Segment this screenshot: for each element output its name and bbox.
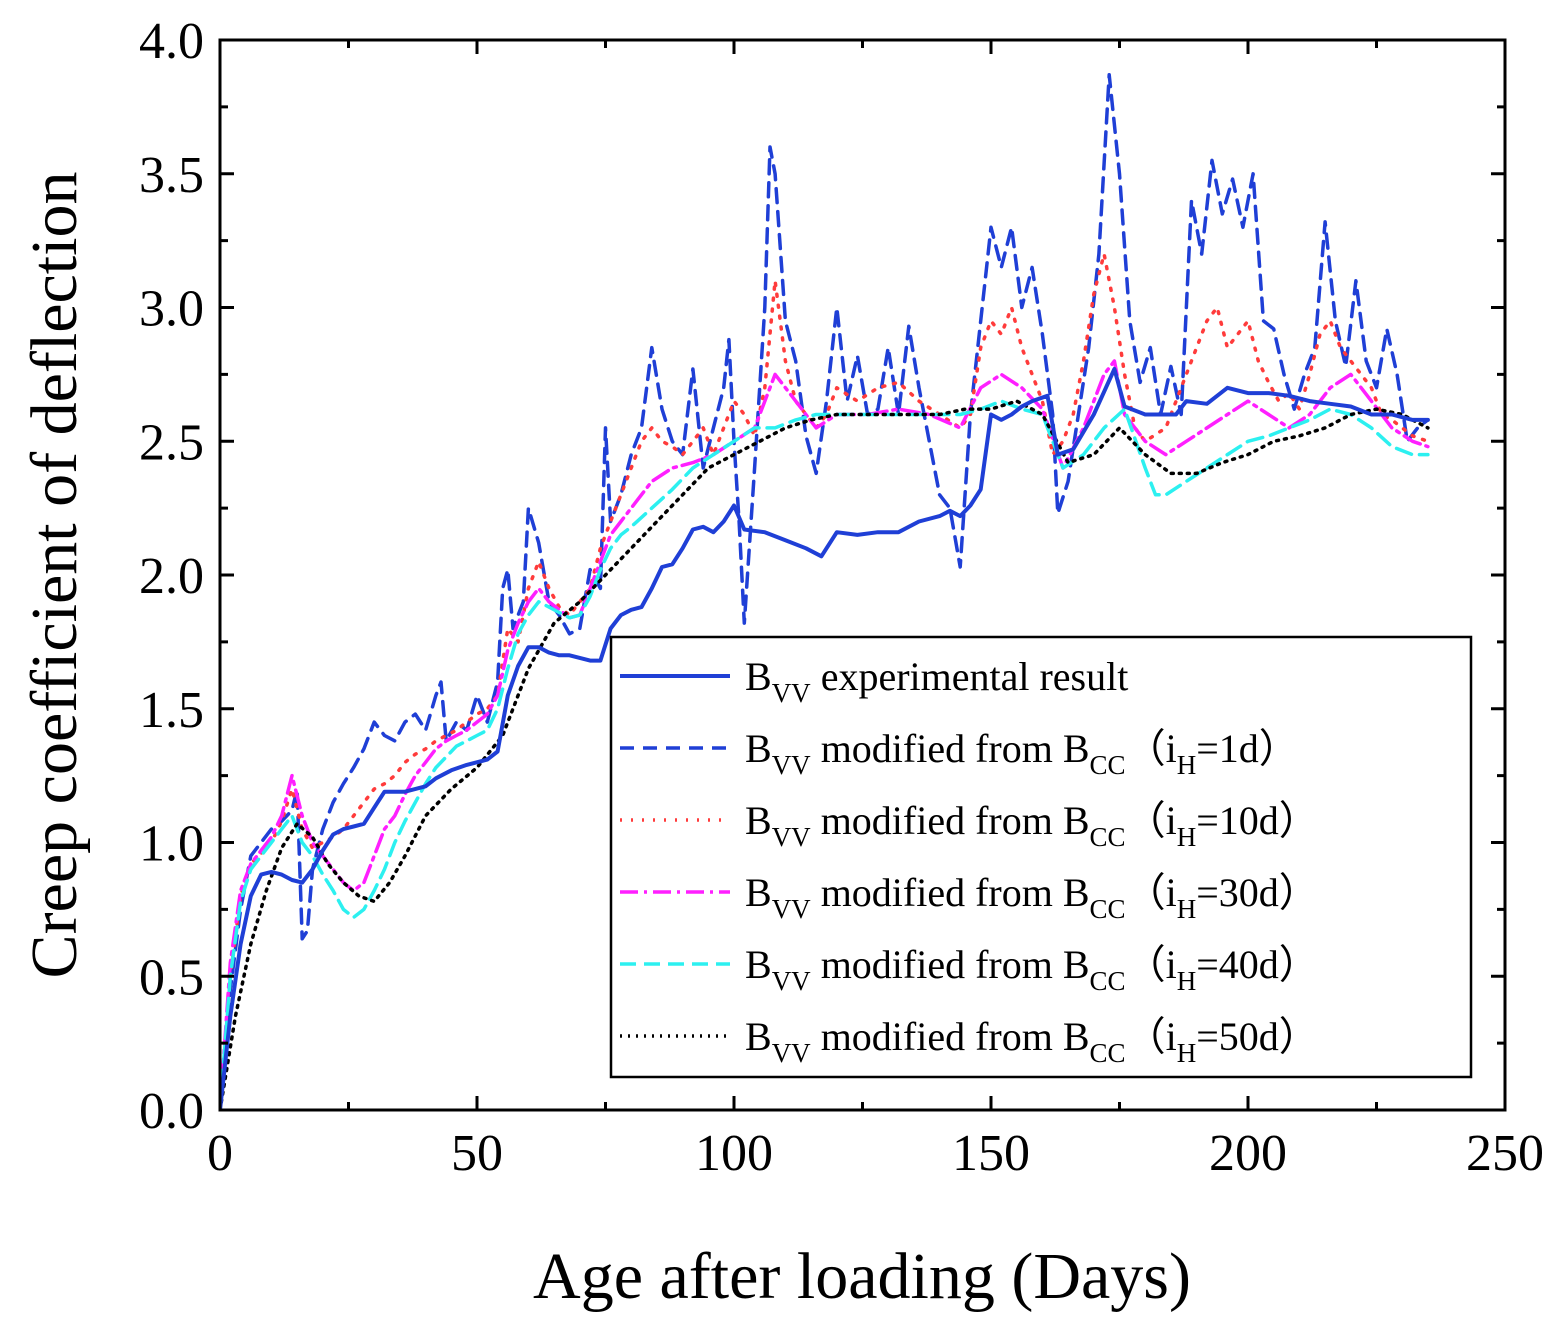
- series-layer: [220, 73, 1430, 1110]
- y-tick-label: 2.5: [139, 414, 204, 471]
- y-tick-label: 3.5: [139, 147, 204, 204]
- x-tick-label: 250: [1466, 1125, 1544, 1182]
- x-tick-label: 150: [952, 1125, 1030, 1182]
- x-tick-label: 0: [207, 1125, 233, 1182]
- series-line-2: [220, 252, 1430, 1110]
- y-tick-label: 0.5: [139, 949, 204, 1006]
- series-line-1: [220, 73, 1430, 1110]
- y-tick-label: 2.0: [139, 548, 204, 605]
- y-tick-label: 3.0: [139, 281, 204, 338]
- legend-label-3: BVV modified from BCC（iH=30d）: [745, 870, 1319, 924]
- x-tick-label: 50: [451, 1125, 503, 1182]
- x-tick-label: 200: [1209, 1125, 1287, 1182]
- series-line-5: [220, 399, 1430, 1110]
- legend-label-1: BVV modified from BCC（iH=1d）: [745, 726, 1299, 780]
- y-axis-title: Creep coefficient of deflection: [18, 172, 91, 979]
- y-tick-label: 1.0: [139, 816, 204, 873]
- series-line-0: [220, 367, 1430, 1110]
- legend-box: [609, 635, 1473, 1079]
- legend: BVV experimental result BVV modified from…: [609, 635, 1473, 1079]
- series-line-4: [220, 399, 1430, 1110]
- legend-label-2: BVV modified from BCC（iH=10d）: [745, 798, 1319, 852]
- axis-tick-labels: 0 50 100 150 200 250 0.0 0.5 1.0 1.5 2.0 2.5 3.0 3.5 4…: [139, 13, 1544, 1182]
- legend-label-0: BVV experimental result: [745, 654, 1128, 708]
- axis-ticks: [218, 38, 1507, 1112]
- y-tick-label: 1.5: [139, 682, 204, 739]
- legend-label-5: BVV modified from BCC（iH=50d）: [745, 1014, 1319, 1068]
- x-axis-title: Age after loading (Days): [533, 1240, 1191, 1313]
- legend-label-4: BVV modified from BCC（iH=40d）: [745, 942, 1319, 996]
- x-tick-label: 100: [695, 1125, 773, 1182]
- y-tick-label: 0.0: [139, 1083, 204, 1140]
- y-tick-label: 4.0: [139, 13, 204, 70]
